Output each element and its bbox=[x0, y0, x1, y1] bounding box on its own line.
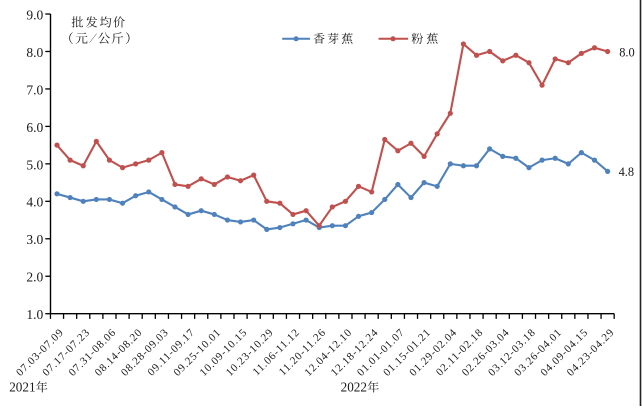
svg-text:1.0: 1.0 bbox=[26, 307, 43, 322]
svg-text:9.0: 9.0 bbox=[26, 7, 43, 22]
svg-text:7.0: 7.0 bbox=[26, 82, 43, 97]
svg-text:6.0: 6.0 bbox=[26, 120, 43, 135]
svg-text:5.0: 5.0 bbox=[26, 157, 43, 172]
svg-text:2022: 2022 bbox=[341, 379, 367, 394]
svg-text:4.8: 4.8 bbox=[619, 165, 635, 179]
svg-text:2.0: 2.0 bbox=[26, 270, 43, 285]
svg-text:4.0: 4.0 bbox=[26, 195, 43, 210]
svg-text:3.0: 3.0 bbox=[26, 232, 43, 247]
svg-text:8.0: 8.0 bbox=[619, 46, 635, 60]
svg-text:2021: 2021 bbox=[9, 379, 35, 394]
svg-text:8.0: 8.0 bbox=[26, 45, 43, 60]
